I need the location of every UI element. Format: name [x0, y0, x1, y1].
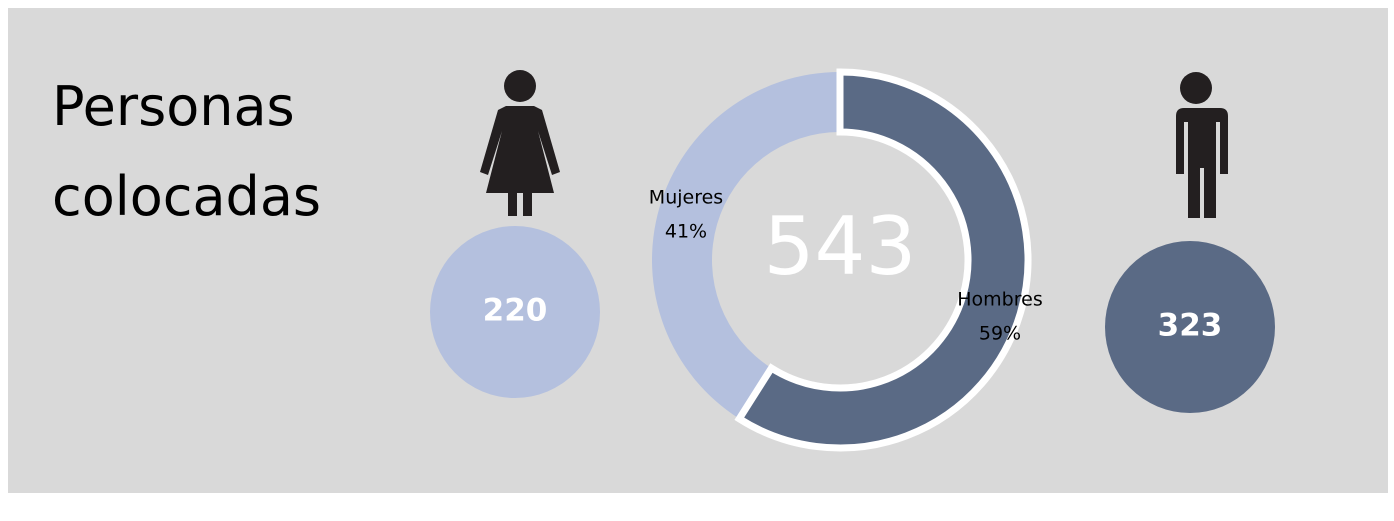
donut-segment [651, 71, 840, 419]
title-box: Personas colocadas [52, 75, 322, 228]
segment-value-label: 41% [665, 221, 707, 243]
count-circle [430, 226, 600, 398]
count-label: 220 [483, 293, 548, 329]
segment-category-label: Hombres [957, 289, 1042, 311]
segment-category-label: Mujeres [649, 187, 723, 209]
count-label: 323 [1158, 308, 1223, 344]
chart-title: Personas colocadas [52, 75, 322, 228]
donut-segment [734, 68, 1032, 452]
total-label: 543 [764, 200, 917, 293]
count-circle [1105, 241, 1275, 413]
woman-icon [480, 70, 560, 216]
man-icon [1172, 72, 1228, 218]
segment-value-label: 59% [979, 323, 1021, 345]
